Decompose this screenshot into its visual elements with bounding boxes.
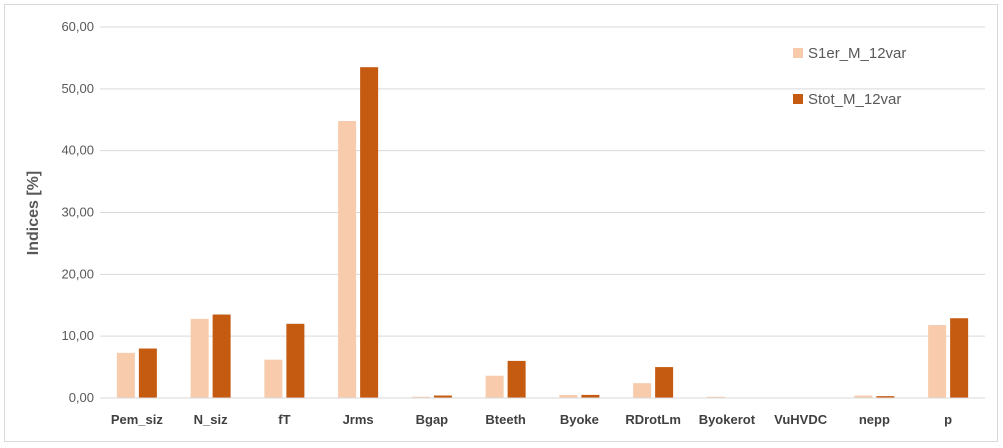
y-tick-label: 30,00 (61, 205, 94, 220)
bar-Stot_M_12var-Byoke (581, 394, 600, 398)
bar-S1er_M_12var-fT (264, 359, 283, 398)
bar-Stot_M_12var-nepp (876, 396, 895, 398)
legend: S1er_M_12var Stot_M_12var (793, 45, 906, 108)
x-tick-label: Jrms (343, 412, 374, 427)
x-axis-ticks: Pem_siz N_siz fT Jrms Bgap Bteeth Byoke RDrotLm… (111, 412, 952, 427)
bar-Stot_M_12var-Pem_siz (138, 348, 157, 398)
bar-S1er_M_12var-Bgap (411, 396, 430, 398)
bar-Stot_M_12var-p (950, 318, 969, 398)
bar-Stot_M_12var-RDrotLm (655, 367, 674, 398)
y-axis-label: Indices [%] (25, 171, 42, 255)
bar-S1er_M_12var-p (928, 325, 947, 398)
bar-S1er_M_12var-nepp (854, 395, 873, 398)
x-tick-label: N_siz (194, 412, 228, 427)
legend-label: S1er_M_12var (808, 45, 906, 62)
bar-Stot_M_12var-Bteeth (507, 360, 526, 398)
y-tick-label: 20,00 (61, 266, 94, 281)
y-tick-label: 40,00 (61, 143, 94, 158)
x-tick-label: RDrotLm (625, 412, 681, 427)
bar-S1er_M_12var-RDrotLm (633, 383, 652, 398)
gridlines (100, 26, 985, 337)
bar-Stot_M_12var-N_siz (212, 314, 231, 398)
y-axis-ticks: 0,00 10,00 20,00 30,00 40,00 50,00 60,00 (61, 19, 94, 405)
legend-swatch (793, 48, 803, 58)
y-tick-label: 50,00 (61, 81, 94, 96)
x-tick-label: nepp (859, 412, 890, 427)
bar-S1er_M_12var-Jrms (338, 120, 357, 398)
bar-Stot_M_12var-fT (286, 323, 305, 398)
y-tick-label: 60,00 (61, 19, 94, 34)
bar-S1er_M_12var-N_siz (190, 318, 209, 398)
x-tick-label: Bteeth (485, 412, 526, 427)
legend-label: Stot_M_12var (808, 91, 901, 108)
x-tick-label: p (944, 412, 952, 427)
chart-frame (4, 4, 998, 442)
x-tick-label: Pem_siz (111, 412, 164, 427)
bars (116, 67, 969, 399)
x-tick-label: Byokerot (699, 412, 756, 427)
x-tick-label: Bgap (416, 412, 449, 427)
bar-S1er_M_12var-Bteeth (485, 375, 504, 398)
legend-swatch (793, 94, 803, 104)
x-tick-label: fT (278, 412, 290, 427)
y-tick-label: 10,00 (61, 328, 94, 343)
bar-S1er_M_12var-Byokerot (706, 396, 725, 398)
bar-Stot_M_12var-Jrms (360, 67, 379, 399)
x-tick-label: VuHVDC (774, 412, 828, 427)
bar-Stot_M_12var-Bgap (433, 395, 452, 398)
x-tick-label: Byoke (560, 412, 599, 427)
y-tick-label: 0,00 (69, 390, 94, 405)
bar-S1er_M_12var-Pem_siz (116, 352, 135, 398)
bar-S1er_M_12var-Byoke (559, 394, 578, 398)
